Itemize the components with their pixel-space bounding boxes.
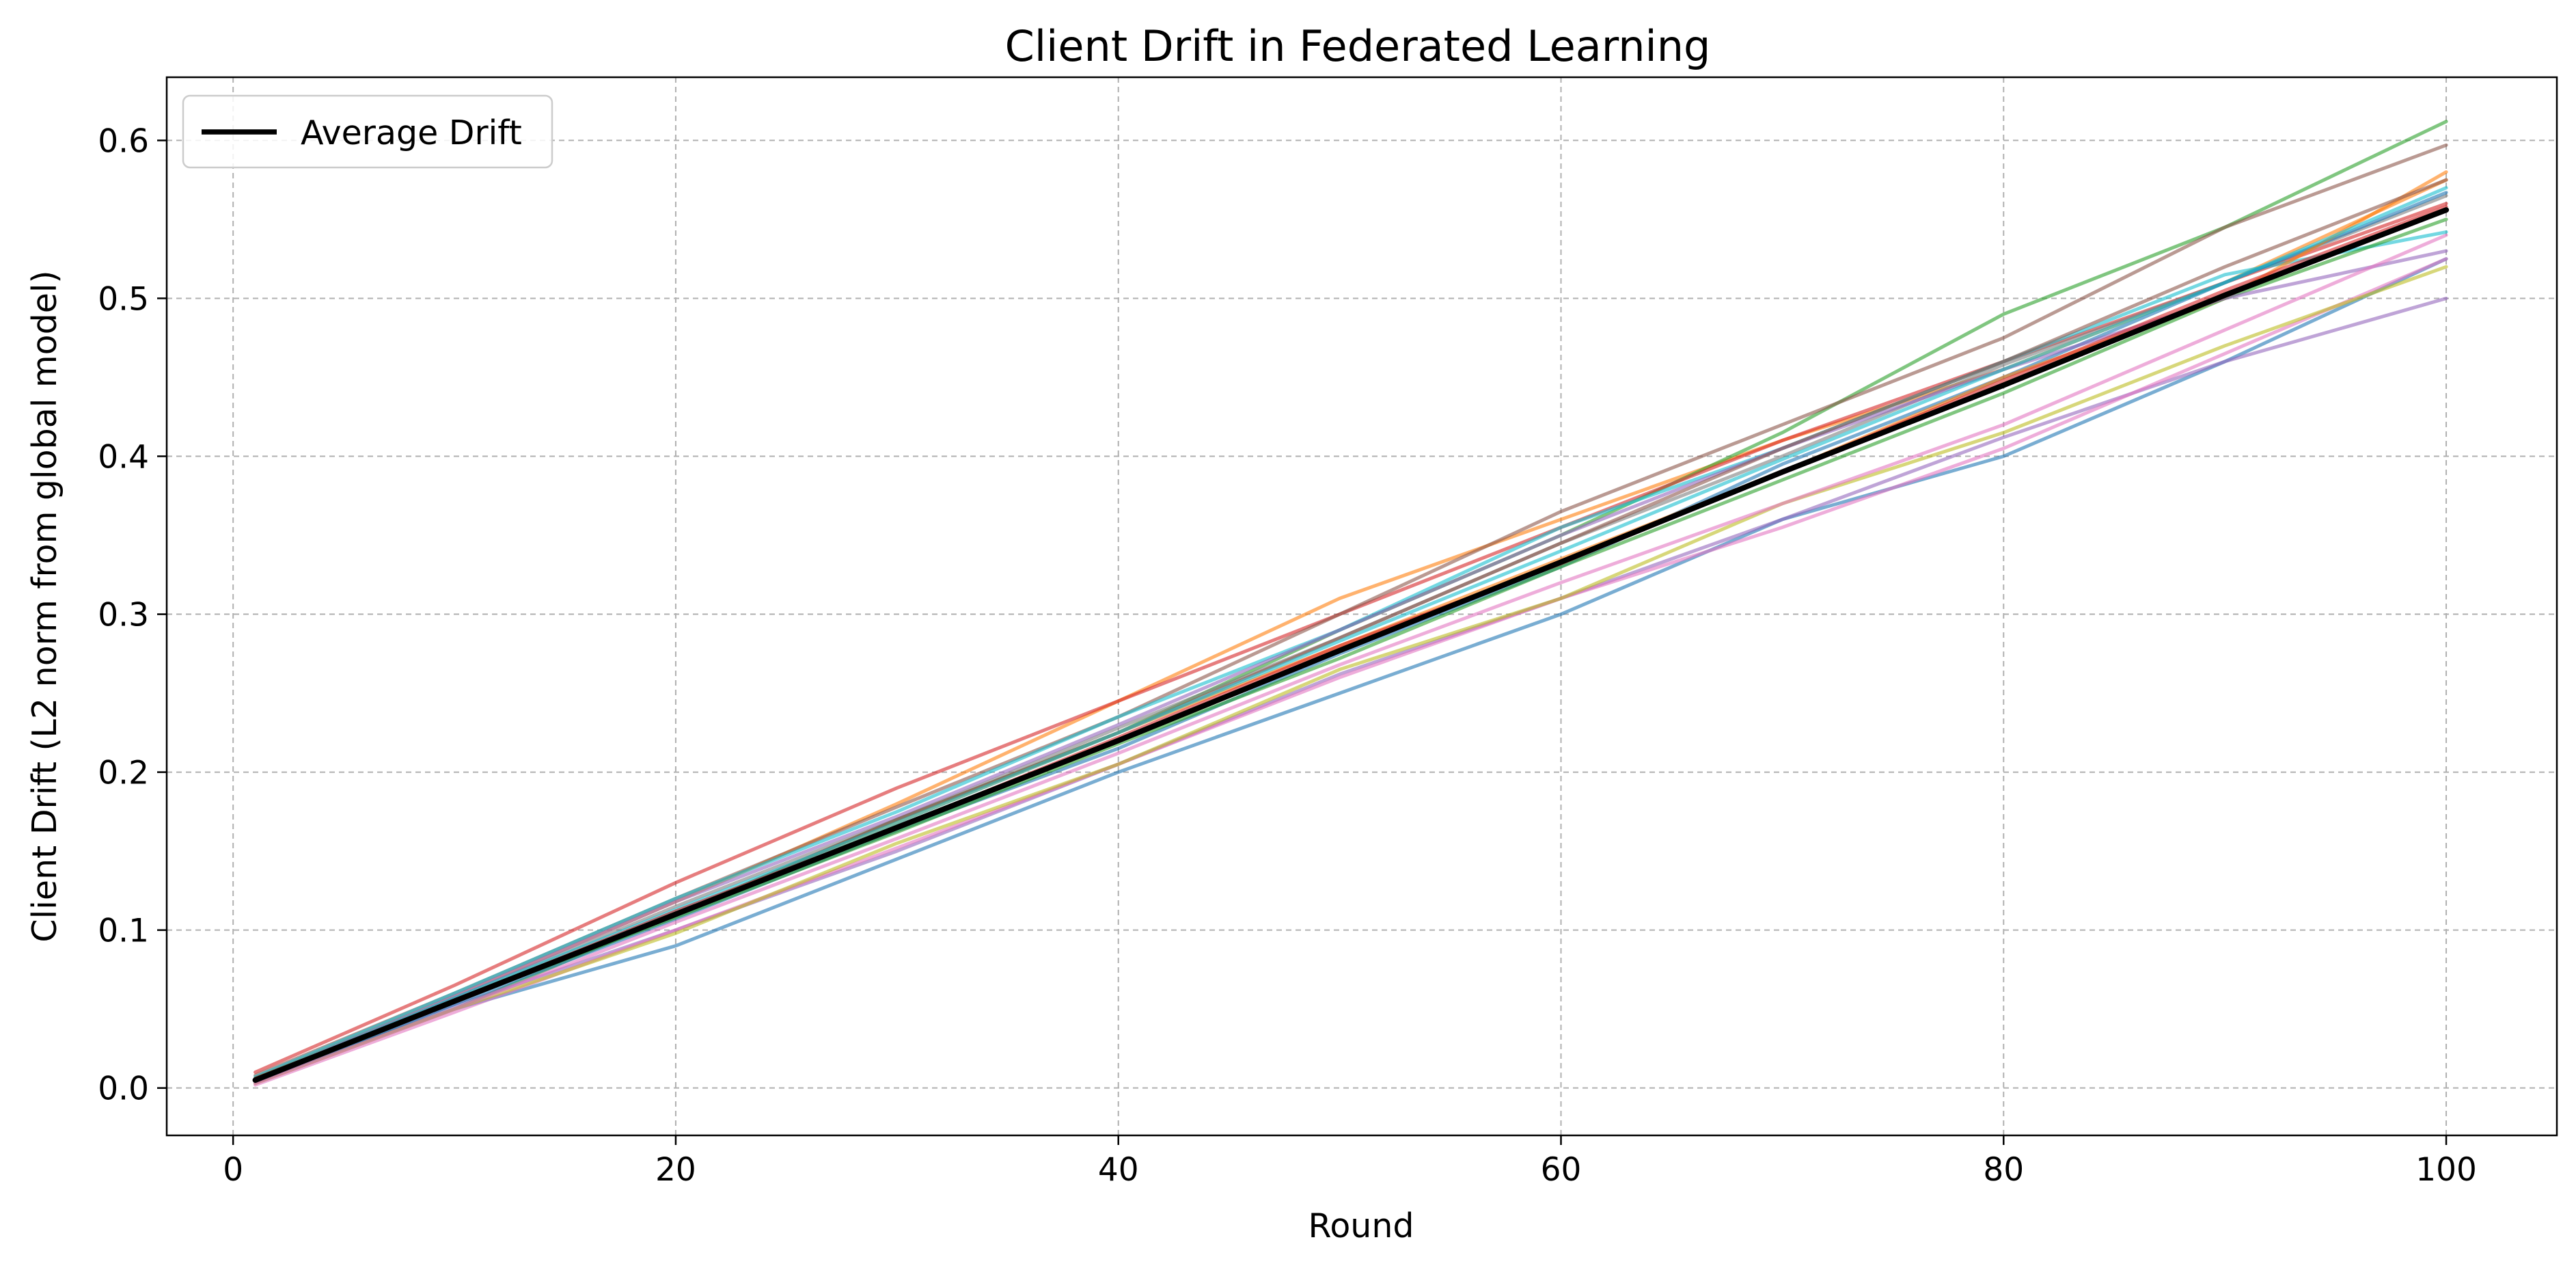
client-series-line-16 <box>254 233 2448 1085</box>
y-tick-label: 0.5 <box>98 280 149 318</box>
client-series-line-5 <box>254 297 2448 1083</box>
plot-area-frame <box>165 76 2558 1137</box>
y-tick-label: 0.1 <box>98 913 149 950</box>
legend-label-average-drift: Average Drift <box>301 113 522 152</box>
average-series <box>252 207 2450 1083</box>
y-tick-label: 0.4 <box>98 439 149 476</box>
client-series-line-17 <box>254 186 2448 1082</box>
y-axis-ticks: 0.0 0.1 0.2 0.3 0.4 0.5 0.6 <box>98 122 167 1108</box>
x-tick-label: 0 <box>223 1151 243 1189</box>
chart-title: Client Drift in Federated Learning <box>1005 21 1711 71</box>
x-tick-label: 100 <box>2415 1151 2477 1189</box>
x-tick-label: 80 <box>1983 1151 2024 1189</box>
y-tick-label: 0.6 <box>98 122 149 160</box>
client-series-line-1 <box>254 257 2448 1085</box>
y-axis-label: Client Drift (L2 norm from global model) <box>25 270 64 942</box>
client-series-line-9 <box>254 265 2448 1085</box>
y-tick-label: 0.2 <box>98 755 149 792</box>
x-axis-ticks: 0 20 40 60 80 100 <box>223 1135 2477 1189</box>
grid-lines <box>167 77 2557 1135</box>
legend-box <box>182 94 553 169</box>
chart-legend: Average Drift <box>182 94 553 169</box>
y-tick-label: 0.3 <box>98 597 149 634</box>
y-tick-label: 0.0 <box>98 1070 149 1108</box>
average-drift-line <box>252 207 2450 1083</box>
x-tick-label: 40 <box>1098 1151 1139 1189</box>
client-series-line-14 <box>254 249 2448 1082</box>
x-axis-label: Round <box>1308 1206 1414 1245</box>
x-tick-label: 60 <box>1541 1151 1582 1189</box>
x-tick-label: 20 <box>655 1151 696 1189</box>
